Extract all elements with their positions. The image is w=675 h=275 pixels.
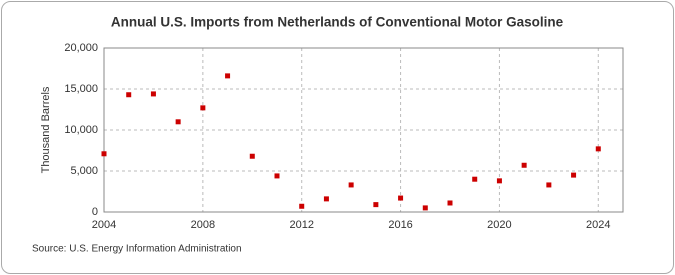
x-tick-label: 2012	[289, 219, 313, 231]
data-point	[274, 173, 280, 179]
x-tick-label: 2004	[92, 219, 116, 231]
x-tick-label: 2024	[586, 219, 610, 231]
data-point	[521, 162, 527, 168]
data-point	[348, 182, 354, 188]
data-point	[595, 146, 601, 152]
data-point	[200, 105, 206, 111]
x-tick-label: 2008	[191, 219, 215, 231]
y-tick-label: 5,000	[70, 165, 98, 177]
plot-border	[103, 47, 624, 213]
x-tick-label: 2020	[487, 219, 511, 231]
data-point	[225, 73, 231, 79]
data-point	[571, 172, 577, 178]
data-point	[126, 92, 132, 98]
chart-title: Annual U.S. Imports from Netherlands of …	[111, 15, 564, 30]
y-tick-label: 0	[92, 206, 98, 218]
y-axis-label: Thousand Barrels	[40, 86, 52, 173]
y-tick-label: 10,000	[64, 124, 98, 136]
data-point	[398, 195, 404, 201]
data-point	[447, 200, 453, 206]
data-point	[323, 196, 329, 202]
y-tick-label: 15,000	[64, 83, 98, 95]
data-point	[472, 176, 478, 182]
data-point	[101, 151, 107, 157]
source: Source: U.S. Energy Information Administ…	[32, 244, 242, 255]
data-point	[373, 202, 379, 208]
data-point	[175, 119, 181, 125]
data-point	[422, 205, 428, 211]
data-point	[299, 203, 305, 209]
data-point	[150, 91, 156, 97]
data-point	[546, 182, 552, 188]
data-point	[249, 153, 255, 159]
data-point	[496, 178, 502, 184]
x-tick-label: 2016	[388, 219, 412, 231]
y-tick-label: 20,000	[64, 42, 98, 54]
